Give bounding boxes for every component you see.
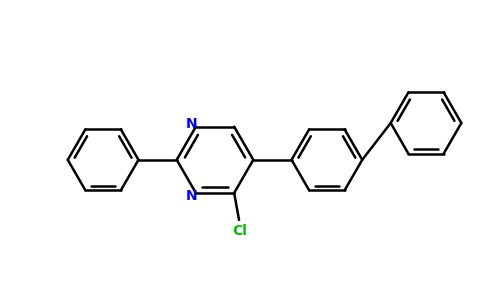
Text: N: N	[186, 117, 198, 131]
Text: Cl: Cl	[233, 224, 247, 238]
Text: N: N	[186, 189, 198, 203]
